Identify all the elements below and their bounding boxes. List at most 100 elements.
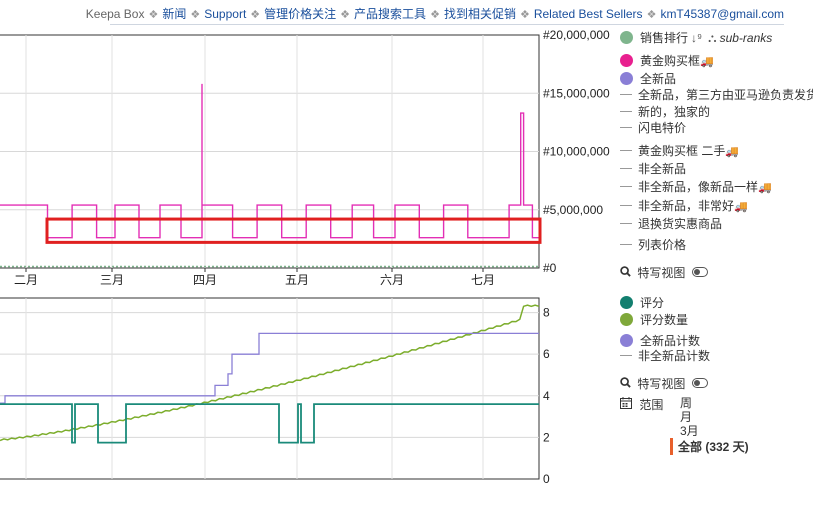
legend-label: 销售排行 [640, 31, 689, 45]
nav-separator: ❖ [190, 9, 201, 21]
legend-dot-icon [620, 296, 633, 309]
bottom-plot-frame [0, 297, 540, 480]
zoom-view-bottom[interactable]: 特写视图 [620, 376, 708, 392]
legend-label: 非全新品，像新品一样 [638, 180, 759, 194]
legend-dash-icon [620, 223, 632, 224]
top-x-tick-label: 四月 [193, 273, 217, 287]
legend-item[interactable]: 列表价格 [620, 237, 686, 253]
legend-item[interactable]: 非全新品计数 [620, 348, 710, 364]
range-all-option[interactable]: 全部 (332 天) [670, 438, 749, 455]
legend-dot-icon [620, 313, 633, 326]
nav-items: Keepa Box ❖ 新闻 ❖ Support ❖ 管理价格关注 ❖ 产品搜索工具 ❖ 找到相关促… [86, 5, 784, 22]
top-y-tick-label: #5,000,000 [543, 203, 603, 217]
legend-item[interactable]: 非全新品，非常好 🚚 [620, 198, 748, 214]
legend-item[interactable]: 全新品计数 [620, 333, 700, 349]
nav-item-4[interactable]: 产品搜索工具 [354, 7, 427, 21]
magnifier-icon [620, 376, 634, 392]
toggle-icon[interactable] [691, 267, 708, 277]
truck-icon: 🚚 [700, 56, 714, 68]
legend-label: 非全新品 [638, 162, 687, 176]
range-option[interactable]: 3月 [680, 424, 699, 438]
rating-count-line [0, 304, 540, 442]
nav-separator: ❖ [646, 9, 657, 21]
legend-label: 黄金购买框 [640, 54, 701, 68]
sales-rank-chart: #20,000,000 #15,000,000 #10,000,000 #5,000,… [0, 28, 610, 287]
top-navigation: Keepa Box ❖ 新闻 ❖ Support ❖ 管理价格关注 ❖ 产品搜索工具 ❖ 找到相关促… [0, 0, 813, 26]
legend-label: 列表价格 [638, 238, 687, 252]
legend-label: 新的，独家的 [638, 105, 711, 119]
legend-dash-icon [620, 244, 632, 245]
rating-chart: 8 6 4 2 0 [0, 297, 550, 486]
legend-dash-icon [620, 94, 632, 95]
price-history-charts[interactable]: #20,000,000 #15,000,000 #10,000,000 #5,000,… [0, 0, 620, 523]
top-x-tick-label: 五月 [285, 273, 309, 287]
zoom-view-top[interactable]: 特写视图 [620, 265, 708, 281]
legend-item[interactable]: 非全新品 [620, 161, 686, 177]
legend-dot-icon [620, 54, 633, 67]
legend-dot-icon [620, 334, 633, 347]
truck-icon: 🚚 [734, 201, 748, 213]
top-y-tick-label: #20,000,000 [543, 28, 610, 42]
legend-item[interactable]: 全新品 [620, 71, 676, 87]
legend-label: 非全新品计数 [638, 349, 711, 363]
truck-icon: 🚚 [725, 146, 740, 158]
legend-label: 全新品，第三方由亚马逊负责发货 [638, 88, 813, 102]
top-x-tick-label: 六月 [380, 273, 404, 287]
sub-ranks-link[interactable]: sub-ranks [719, 31, 773, 45]
legend-label: 退换货实惠商品 [638, 217, 723, 231]
new-count-line [0, 332, 539, 404]
nav-separator: ❖ [430, 9, 440, 21]
nav-separator: ❖ [519, 9, 530, 21]
legend-dash-icon [620, 150, 632, 151]
nav-separator: ❖ [250, 9, 261, 21]
nav-item-2[interactable]: Support [204, 7, 247, 21]
bottom-y-tick-label: 0 [543, 472, 550, 486]
top-x-tick-label: 二月 [14, 273, 38, 287]
range-option[interactable]: 月 [680, 410, 693, 424]
nav-item-7[interactable]: kmT45387@gmail.com [660, 7, 784, 21]
legend-label: 全新品计数 [640, 334, 701, 348]
sort-icon: ↓⁹ [691, 31, 703, 45]
rating-line [0, 403, 539, 444]
legend-item[interactable]: 评分数量 [620, 312, 688, 328]
legend-item[interactable]: 黄金购买框 二手 🚚 [620, 143, 739, 159]
calendar-icon [620, 397, 636, 412]
top-x-tick-label: 三月 [100, 273, 124, 287]
nav-separator: ❖ [148, 9, 159, 21]
range-label: 范围 [639, 398, 664, 412]
range-options: 周月 3月 [680, 396, 699, 438]
legend-item[interactable]: 评分 [620, 295, 664, 311]
hierarchy-icon: ⛬ [708, 31, 717, 45]
nav-item-5[interactable]: 找到相关促销 [443, 7, 516, 21]
nav-item-0: Keepa Box [85, 7, 145, 21]
nav-divider [110, 24, 784, 25]
legend-label: 全新品 [640, 72, 677, 86]
legend-dash-icon [620, 186, 632, 187]
legend-dash-icon [620, 168, 632, 169]
legend-label: 非全新品，非常好 [638, 199, 735, 213]
bottom-y-tick-label: 8 [543, 306, 550, 320]
top-y-tick-label: #10,000,000 [543, 145, 610, 159]
bottom-y-tick-label: 4 [543, 389, 550, 403]
range-selector: 范围 [620, 396, 663, 413]
legend-item[interactable]: 销售排行 ↓⁹ ⛬ sub-ranks [620, 30, 772, 46]
legend-dash-icon [620, 205, 632, 206]
range-option[interactable]: 周 [680, 396, 693, 410]
legend-item[interactable]: 新的，独家的 [620, 104, 710, 120]
toggle-icon[interactable] [691, 378, 708, 388]
legend-item[interactable]: 非全新品，像新品一样 🚚 [620, 179, 772, 195]
nav-item-3[interactable]: 管理价格关注 [264, 7, 337, 21]
legend-item[interactable]: 全新品，第三方由亚马逊负责发货 [620, 87, 813, 103]
legend-dash-icon [620, 355, 632, 356]
legend-item[interactable]: 黄金购买框 🚚 [620, 53, 714, 69]
legend-label: 评分 [640, 296, 665, 310]
top-x-tick-label: 七月 [471, 273, 495, 287]
legend-item[interactable]: 闪电特价 [620, 120, 686, 136]
nav-separator: ❖ [340, 9, 351, 21]
legend-item[interactable]: 退换货实惠商品 [620, 216, 722, 232]
nav-item-6[interactable]: Related Best Sellers [533, 7, 643, 21]
legend-dash-icon [620, 111, 632, 112]
series-line-0 [0, 83, 539, 239]
legend-label: 黄金购买框 二手 [638, 144, 726, 158]
nav-item-1[interactable]: 新闻 [162, 7, 187, 21]
